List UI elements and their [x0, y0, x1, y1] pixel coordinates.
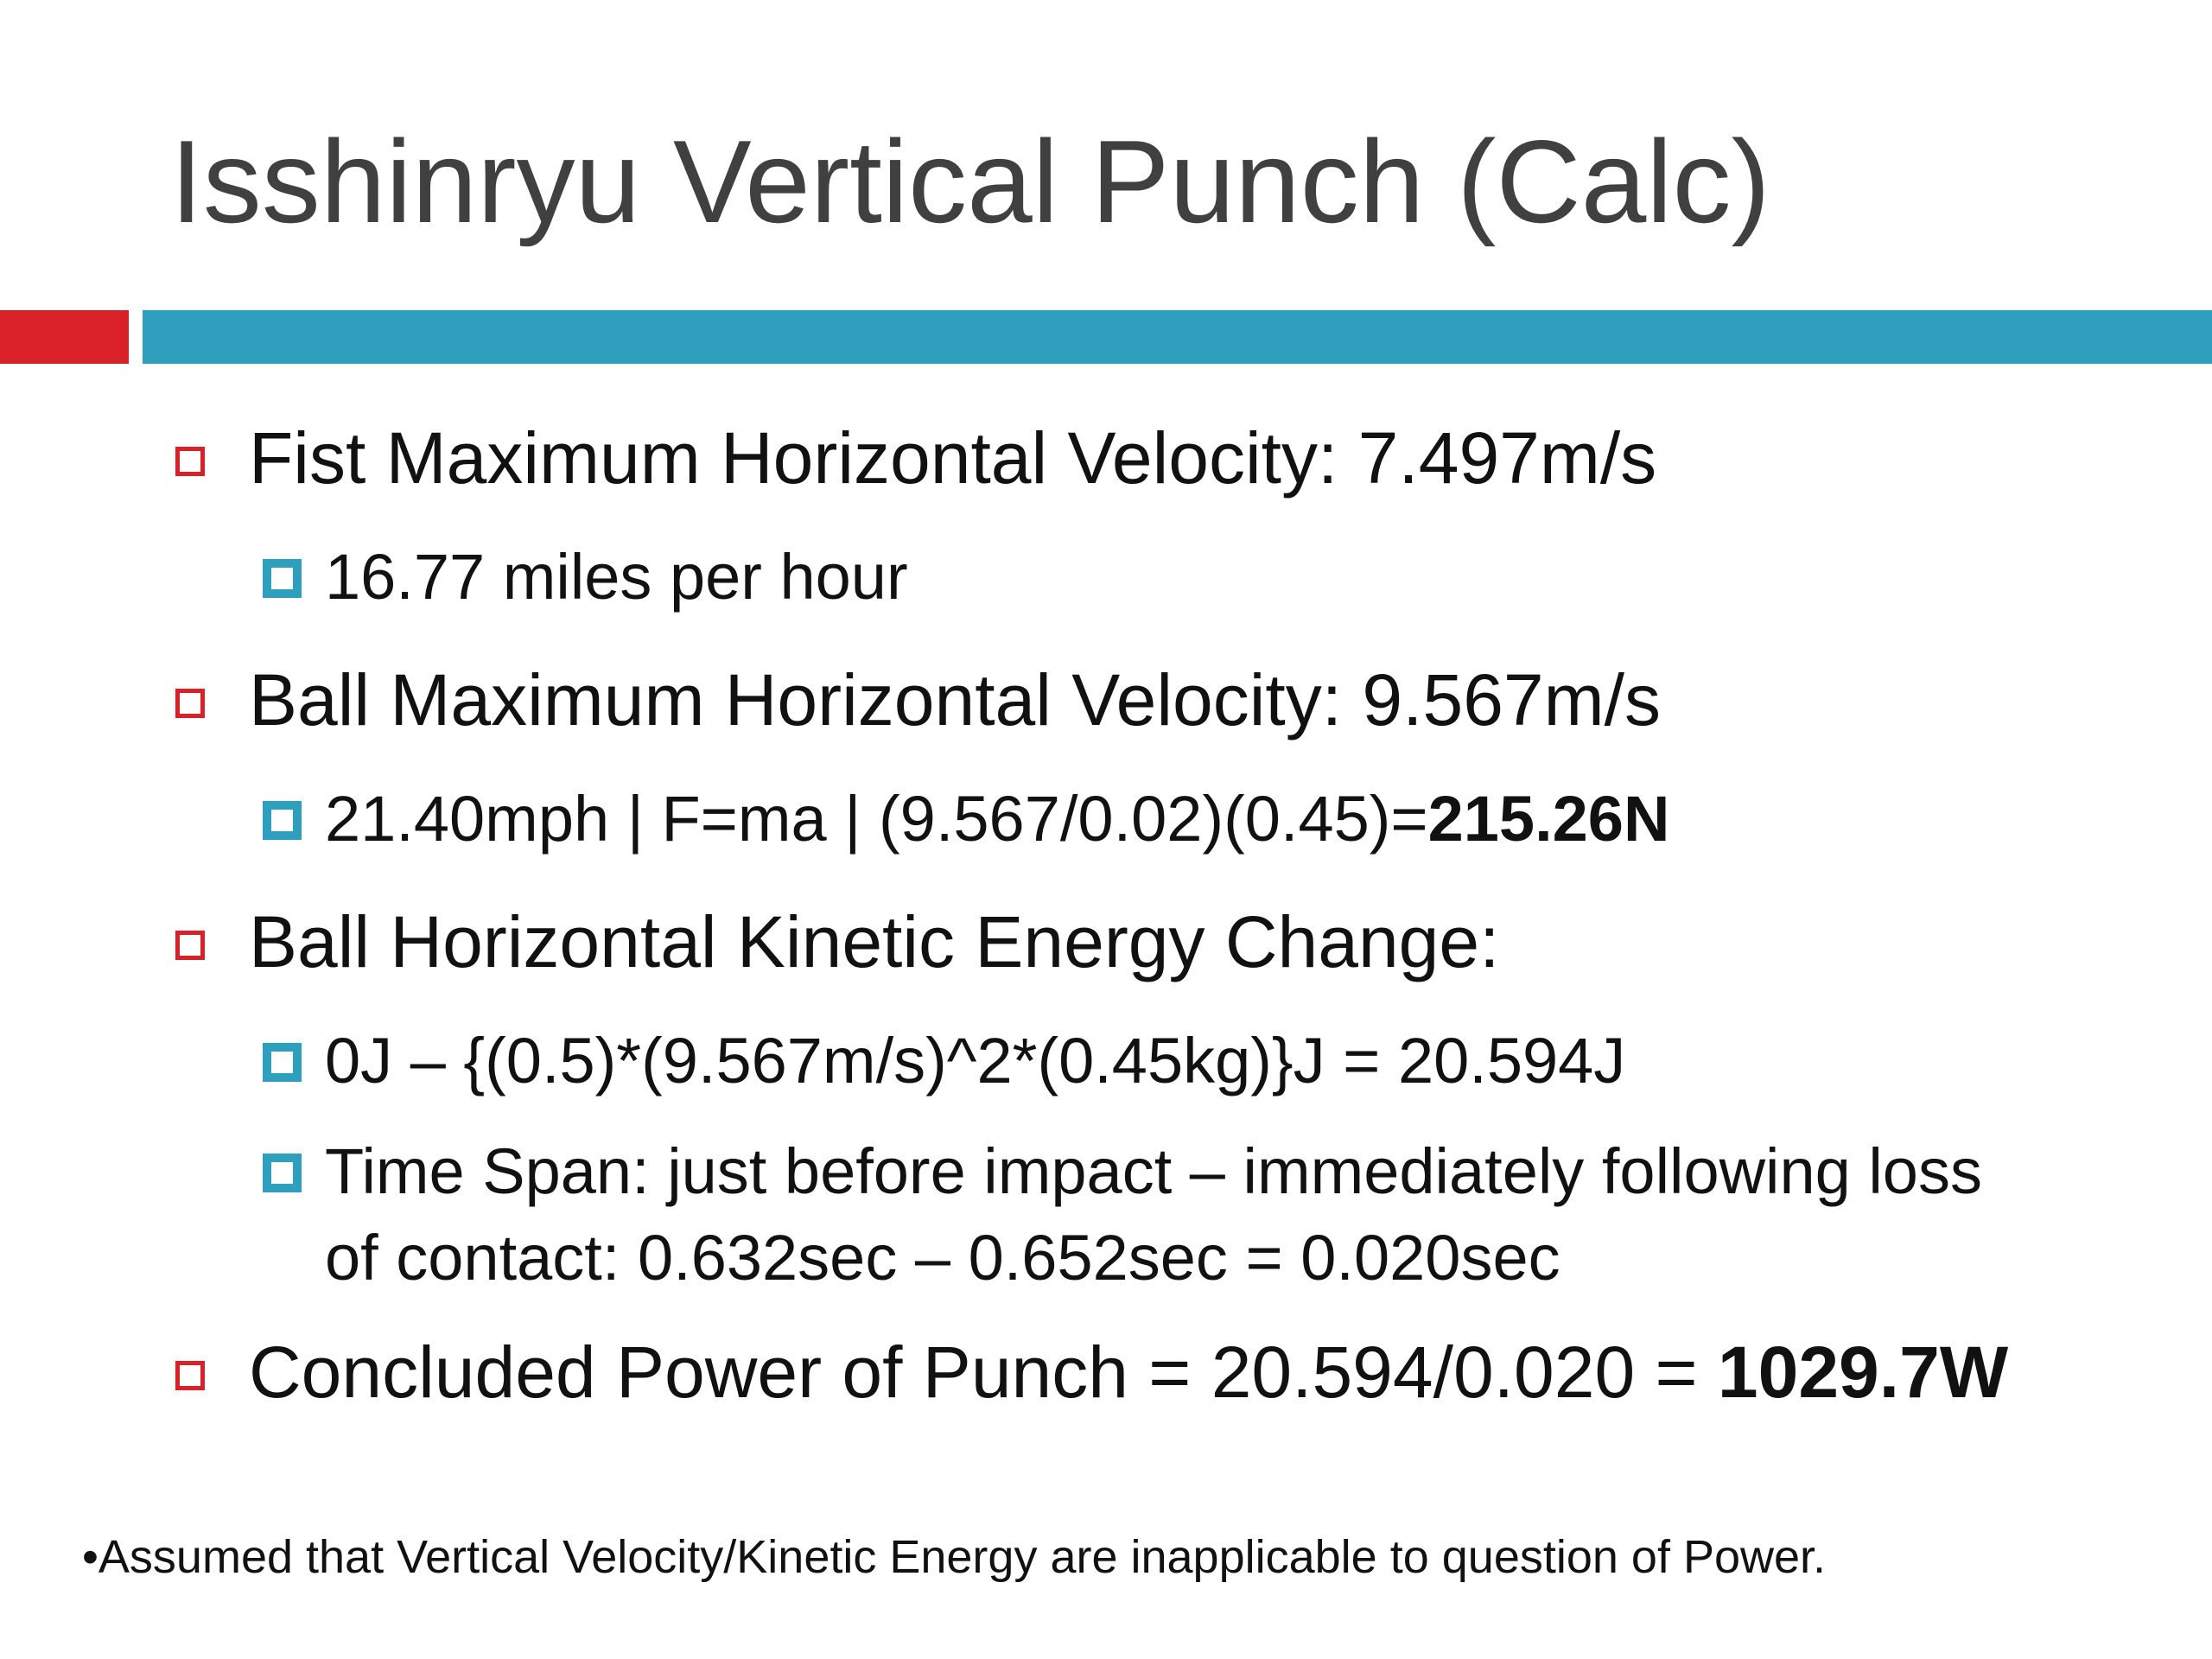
power-calc-text: Concluded Power of Punch = 20.594/0.020 …: [249, 1332, 1718, 1413]
sub-bullet-square-icon: [263, 1154, 302, 1192]
title-underline-red-bar: [0, 310, 129, 364]
footnote: •Assumed that Vertical Velocity/Kinetic …: [82, 1531, 1827, 1583]
power-result: 1029.7W: [1717, 1332, 2009, 1413]
slide-title: Isshinryu Vertical Punch (Calc): [170, 116, 1770, 247]
bullet-level2: 16.77 miles per hour: [325, 541, 908, 613]
bullet-square-icon: [175, 1361, 205, 1390]
force-calc-text: 21.40mph | F=ma | (9.567/0.02)(0.45)=: [325, 783, 1428, 855]
bullet-level1: Ball Horizontal Kinetic Energy Change:: [249, 901, 1500, 982]
bullet-square-icon: [175, 931, 205, 960]
bullet-level1: Concluded Power of Punch = 20.594/0.020 …: [249, 1331, 2008, 1414]
bullet-level2: 0J – {(0.5)*(9.567m/s)^2*(0.45kg)}J = 20…: [325, 1025, 1626, 1096]
bullet-level1: Fist Maximum Horizontal Velocity: 7.497m…: [249, 417, 1657, 499]
bullet-level1: Ball Maximum Horizontal Velocity: 9.567m…: [249, 659, 1661, 741]
bullet-square-icon: [175, 447, 205, 476]
bullet-level2: Time Span: just before impact – immediat…: [325, 1135, 1982, 1207]
sub-bullet-square-icon: [263, 801, 302, 840]
title-underline-blue-bar: [143, 310, 2212, 364]
sub-bullet-square-icon: [263, 1043, 302, 1082]
bullet-square-icon: [175, 689, 205, 718]
force-result: 215.26N: [1427, 783, 1670, 855]
bullet-level2-continuation: of contact: 0.632sec – 0.652sec = 0.020s…: [325, 1222, 1560, 1294]
bullet-level2: 21.40mph | F=ma | (9.567/0.02)(0.45)=215…: [325, 778, 1669, 861]
sub-bullet-square-icon: [263, 559, 302, 598]
